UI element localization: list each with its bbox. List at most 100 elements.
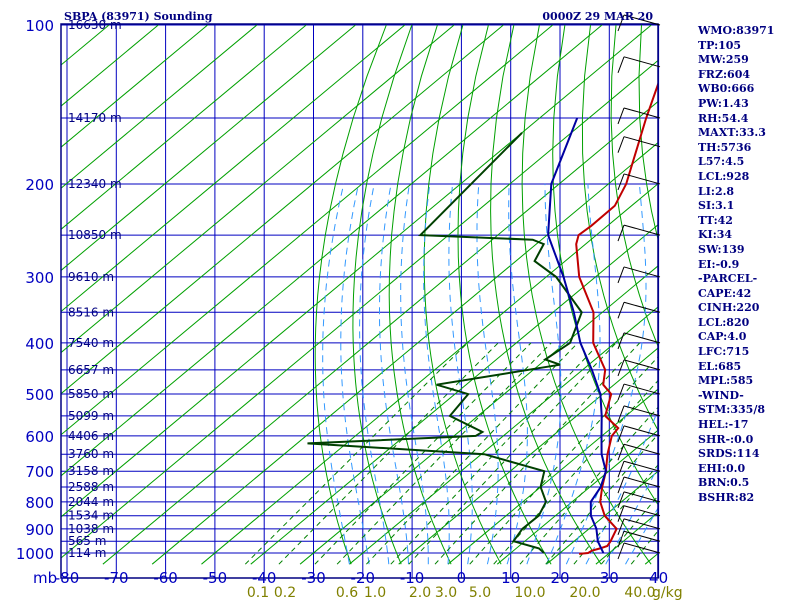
- wind-barb-flag: [617, 542, 625, 560]
- pressure-tick-label: 1000: [16, 545, 54, 563]
- dewpoint-profile-line: [307, 132, 583, 554]
- height-label: 7540 m: [68, 336, 114, 350]
- temperature-tick-label: 10: [501, 569, 520, 587]
- isotherm-line: [447, 388, 658, 565]
- wind-barb-staff: [623, 476, 661, 488]
- moist-adiabat-line: [546, 183, 601, 565]
- height-label: 5850 m: [68, 387, 114, 401]
- wind-barb-flag: [617, 505, 625, 522]
- index-item: PW:1.43: [698, 96, 749, 110]
- temperature-tick-label: -10: [400, 569, 425, 587]
- mixing-ratio-line: [278, 342, 499, 565]
- dry-adiabat-line: [581, 24, 658, 432]
- dry-adiabat-line: [457, 24, 552, 565]
- mixing-ratio-line: [390, 342, 601, 565]
- mixing-ratio-label: 2.0: [409, 585, 431, 600]
- wind-barb-staff: [623, 383, 661, 395]
- wind-barb-flag: [617, 266, 625, 284]
- pressure-tick-label: 100: [25, 17, 54, 35]
- moist-adiabat-line: [605, 466, 658, 565]
- wind-barb-flag: [617, 518, 625, 536]
- height-label: 3760 m: [68, 447, 114, 461]
- index-item: CINH:220: [698, 301, 760, 315]
- index-item: MAXT:33.3: [698, 126, 766, 140]
- mixing-ratio-line: [244, 342, 468, 565]
- mixing-ratio-label: 40.0: [624, 585, 655, 600]
- pressure-tick-label: 300: [25, 269, 54, 287]
- isotherm-line: [61, 59, 658, 559]
- index-item: SRDS:114: [698, 447, 760, 461]
- moist-adiabat-line: [565, 183, 647, 565]
- index-item: KI:34: [698, 228, 733, 242]
- pressure-tick-label: 900: [25, 521, 54, 539]
- index-item: EHI:0.0: [698, 461, 746, 475]
- height-label: 1038 m: [68, 522, 114, 536]
- wind-barb-flag: [617, 359, 625, 377]
- pressure-tick-label: 400: [25, 335, 54, 353]
- mixing-ratio-lines: [244, 342, 658, 565]
- mixing-ratio-label: 5.0: [469, 585, 491, 600]
- index-item: BSHR:82: [698, 491, 755, 504]
- mixing-ratio-label: 0.2: [274, 585, 296, 600]
- height-label: 2044 m: [68, 495, 114, 509]
- moist-adiabat-line: [625, 507, 658, 565]
- index-item: LI:2.8: [698, 184, 735, 198]
- height-label: 114 m: [68, 546, 106, 560]
- height-label: 8516 m: [68, 305, 114, 319]
- wind-barb-staff: [623, 56, 661, 68]
- temperature-tick-label: -80: [55, 569, 80, 587]
- wind-barb-staff: [623, 266, 661, 278]
- isotherm-line: [61, 24, 504, 395]
- isotherm-line: [61, 24, 356, 272]
- moist-adiabat-line: [359, 183, 390, 565]
- index-item: TH:5736: [698, 140, 752, 154]
- mixing-ratio-label: 0.1: [247, 585, 269, 600]
- chart-title: SBPA (83971) Sounding: [64, 10, 213, 23]
- temperature-tick-label: -20: [351, 569, 376, 587]
- mixing-ratio-label: 10.0: [514, 585, 545, 600]
- mixing-ratio-line: [314, 342, 532, 565]
- height-label: 4406 m: [68, 429, 114, 443]
- isotherm-line: [250, 224, 658, 565]
- wind-barb-staff: [623, 332, 661, 344]
- wind-barb-flag: [617, 461, 625, 478]
- wind-barb-staff: [623, 542, 661, 554]
- index-item: BRN:0.5: [698, 476, 750, 490]
- isotherm-line: [61, 24, 603, 477]
- isotherm-line: [61, 24, 652, 518]
- isotherm-line: [398, 347, 658, 565]
- temperature-tick-label: 20: [550, 569, 569, 587]
- wind-barb-flag: [617, 405, 625, 423]
- index-item: SI:3.1: [698, 199, 735, 213]
- height-label: 1534 m: [68, 509, 114, 523]
- temperature-tick-label: -30: [301, 569, 326, 587]
- temperature-tick-label: -70: [104, 569, 129, 587]
- moist-adiabat-line: [526, 183, 562, 565]
- dry-adiabat-line: [423, 24, 502, 565]
- isotherm-line: [349, 306, 658, 565]
- temperature-tick-label: -50: [203, 569, 228, 587]
- isotherm-line: [201, 183, 658, 565]
- index-item: CAPE:42: [698, 286, 752, 300]
- index-item: STM:335/8: [698, 403, 765, 417]
- mixing-ratio-label: 1.0: [364, 585, 386, 600]
- index-item: TP:105: [698, 38, 742, 52]
- isotherm-line: [61, 24, 258, 189]
- temperature-tick-label: -40: [252, 569, 277, 587]
- mixing-ratio-label: 20.0: [569, 585, 600, 600]
- plot-layer: [61, 24, 658, 565]
- moist-adiabat-line: [585, 408, 658, 565]
- sounding-indices-panel: WMO:83971 TP:105 MW:259 FRZ:604 WB0:666 PW:1.…: [698, 24, 774, 506]
- height-label: 5099 m: [68, 409, 114, 423]
- height-label: 565 m: [68, 534, 106, 548]
- height-label: 6657 m: [68, 363, 114, 377]
- plot-frame: [60, 23, 659, 579]
- index-item: SW:139: [698, 242, 745, 256]
- temperature-tick-label: 0: [457, 569, 467, 587]
- parcel-path-line: [547, 117, 607, 554]
- height-label: 9610 m: [68, 270, 114, 284]
- wind-barb-staff: [623, 405, 661, 417]
- index-item: RH:54.4: [698, 111, 749, 125]
